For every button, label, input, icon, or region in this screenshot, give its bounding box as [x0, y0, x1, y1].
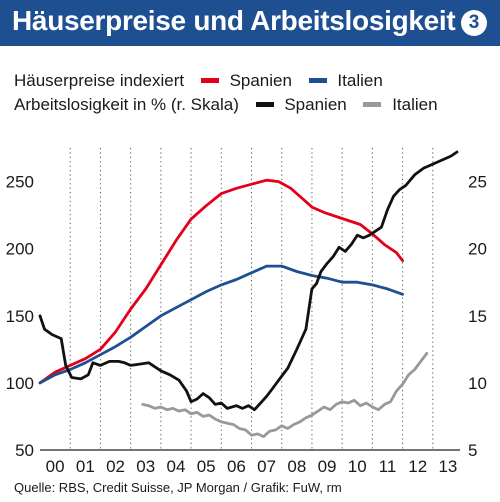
legend-item-label: Italien [392, 94, 438, 114]
right-axis-tick-label: 10 [468, 374, 487, 393]
left-axis-tick-label: 200 [6, 240, 34, 259]
legend-item-label: Spanien [229, 70, 292, 90]
series-line-unemployment-spanien [38, 150, 459, 412]
series-line-house-prices-italien [38, 264, 405, 385]
legend-item-label: Italien [337, 70, 383, 90]
x-axis-tick-label: 12 [408, 457, 427, 476]
x-axis-tick-label: 10 [348, 457, 367, 476]
series-line-house-prices-spanien [38, 178, 405, 385]
x-axis-tick-label: 08 [287, 457, 306, 476]
legend-swatch-blue [308, 78, 327, 84]
left-axis-tick-label: 250 [6, 173, 34, 192]
legend-swatch-black [255, 102, 274, 108]
legend-swatch-red [200, 78, 219, 84]
x-axis-tick-label: 13 [438, 457, 457, 476]
x-axis-tick-label: 09 [318, 457, 337, 476]
legend-group-label: Arbeitslosigkeit in % (r. Skala) [14, 94, 239, 114]
source-note: Quelle: RBS, Credit Suisse, JP Morgan / … [14, 480, 342, 495]
right-axis-tick-label: 25 [468, 173, 487, 192]
legend-swatch-grey [363, 102, 382, 108]
x-axis-tick-label: 02 [106, 457, 125, 476]
right-axis-tick-label: 15 [468, 307, 487, 326]
chart-title: Häuserpreise und Arbeitslosigkeit [12, 5, 456, 36]
x-axis-tick-label: 01 [76, 457, 95, 476]
left-axis-tick-label: 100 [6, 374, 34, 393]
x-axis-tick-label: 03 [136, 457, 155, 476]
legend-group-label: Häuserpreise indexiert [14, 70, 185, 90]
legend-item-label: Spanien [284, 94, 347, 114]
legend-row-house-prices: Häuserpreise indexiert Spanien Italien [14, 70, 383, 91]
right-axis-tick-label: 20 [468, 240, 487, 259]
x-axis-tick-label: 11 [379, 457, 397, 476]
right-axis-tick-label: 5 [468, 441, 477, 460]
x-axis-tick-label: 00 [46, 457, 65, 476]
series-line-unemployment-italien [141, 351, 429, 439]
figure-number-badge: 3 [461, 10, 487, 36]
title-bar: Häuserpreise und Arbeitslosigkeit 3 [0, 0, 500, 46]
left-axis-tick-label: 150 [6, 307, 34, 326]
left-axis-tick-label: 50 [15, 441, 34, 460]
x-axis-tick-label: 07 [257, 457, 276, 476]
x-axis-tick-label: 04 [167, 457, 186, 476]
legend-row-unemployment: Arbeitslosigkeit in % (r. Skala) Spanien… [14, 94, 438, 115]
x-axis-tick-label: 05 [197, 457, 216, 476]
x-axis-tick-label: 06 [227, 457, 246, 476]
